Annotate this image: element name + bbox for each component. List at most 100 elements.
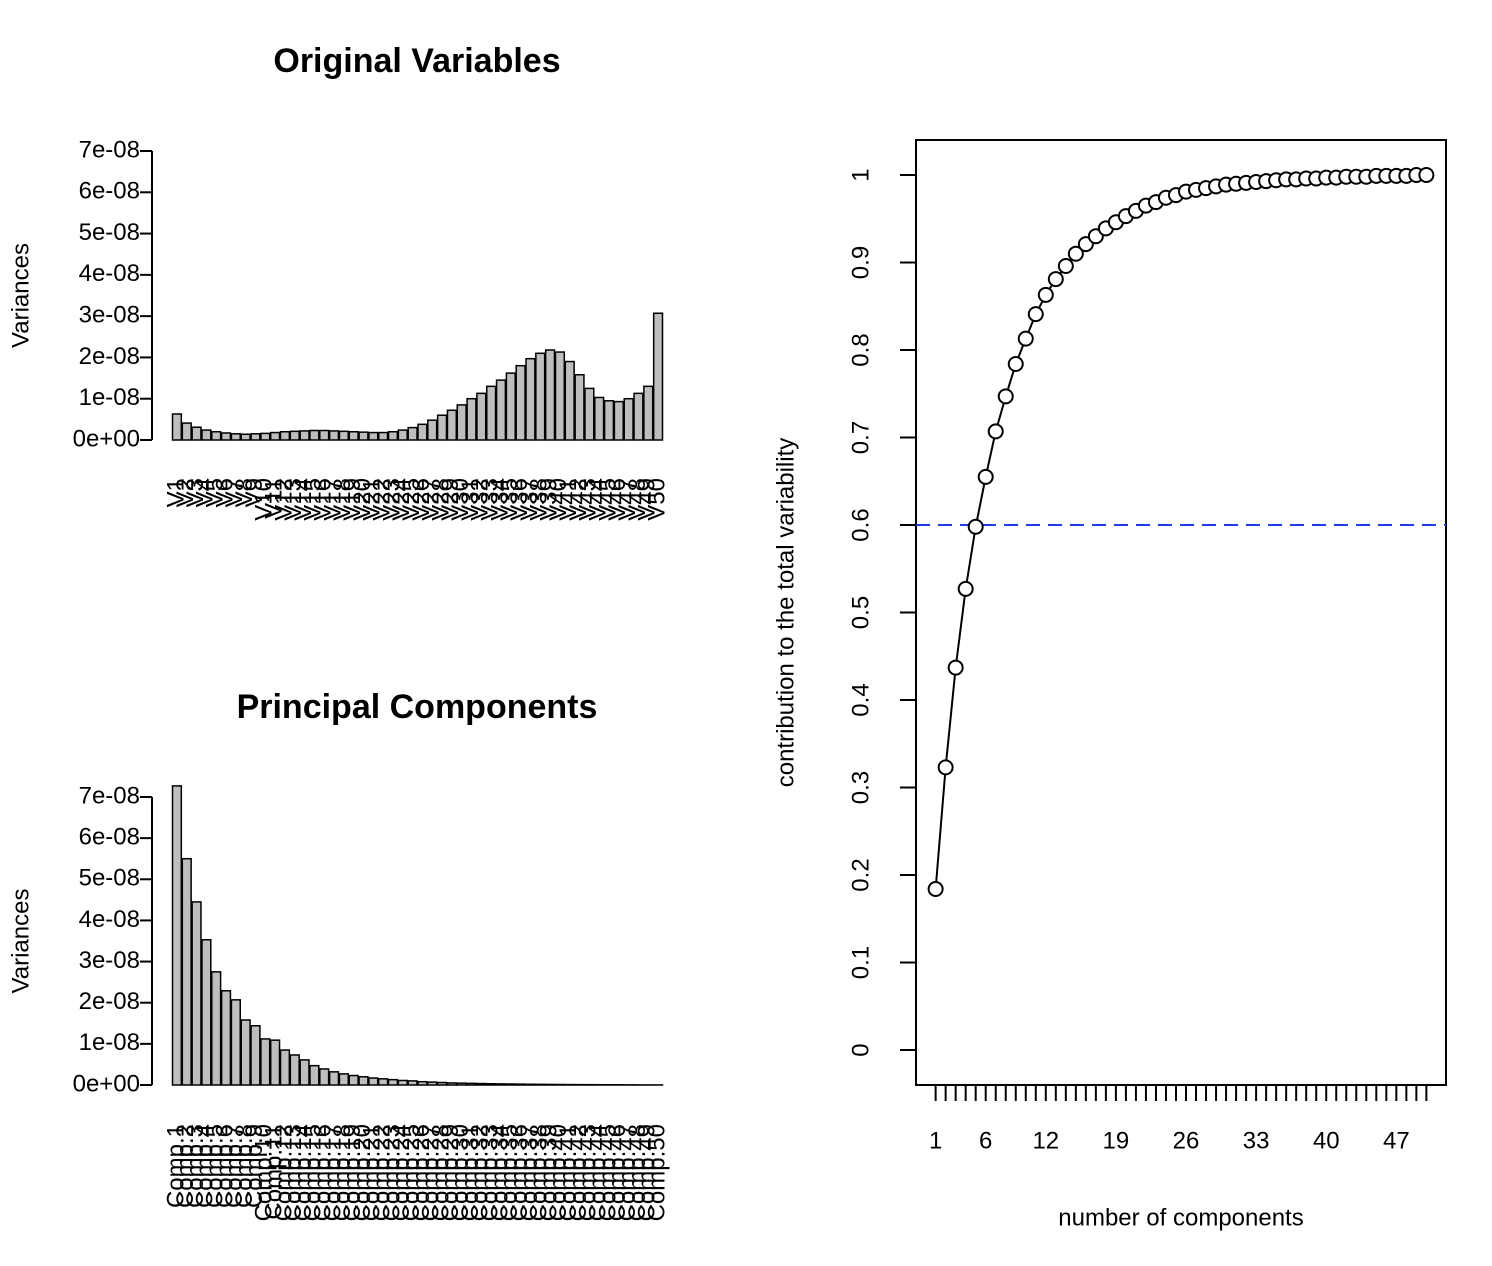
bar xyxy=(446,409,458,441)
bar xyxy=(427,1081,438,1086)
x-tick-label: Comp.8 xyxy=(231,1124,258,1208)
x-tick-label: V50 xyxy=(643,478,670,521)
bar xyxy=(377,431,389,441)
line xyxy=(934,174,1427,890)
bar xyxy=(240,433,251,441)
x-tick-label: Comp.45 xyxy=(594,1124,621,1221)
bar xyxy=(220,990,232,1086)
x-tick-label: V8 xyxy=(231,478,258,507)
x-tick-label: 1 xyxy=(929,1127,942,1154)
x-tick-label: V28 xyxy=(427,478,454,521)
y-tick-label: 1e-08 xyxy=(79,384,140,411)
x-tick-label: V42 xyxy=(565,478,592,521)
bar xyxy=(633,392,644,441)
bar xyxy=(387,430,399,441)
bar xyxy=(358,1076,369,1086)
x-tick-label: 6 xyxy=(979,1127,992,1154)
x-tick-label: V15 xyxy=(300,478,327,521)
x-tick-label: V2 xyxy=(172,478,199,507)
point xyxy=(927,881,944,897)
point xyxy=(1037,286,1054,303)
x-tick-label: Comp.5 xyxy=(202,1124,229,1208)
x-tick-label: Comp.42 xyxy=(565,1124,592,1221)
y-tick-label: 6e-08 xyxy=(79,823,140,850)
x-tick-label: V9 xyxy=(241,478,268,507)
y-tick-label: 5e-08 xyxy=(79,865,140,892)
bar xyxy=(269,431,281,441)
x-tick-label: V48 xyxy=(624,478,651,521)
bar xyxy=(417,1080,428,1086)
x-tick-label: Comp.13 xyxy=(280,1124,307,1221)
x-tick-label: V30 xyxy=(447,478,474,521)
x-tick-label: V13 xyxy=(280,478,307,521)
y-tick-label: 7e-08 xyxy=(79,782,140,809)
bar xyxy=(309,429,320,441)
x-tick-label: 47 xyxy=(1383,1127,1410,1154)
bar xyxy=(544,349,556,441)
point xyxy=(937,759,954,776)
point xyxy=(957,580,974,597)
y-axis-label: contribution to the total variability xyxy=(772,438,799,788)
bar xyxy=(387,1078,399,1086)
x-tick-label: Comp.36 xyxy=(506,1124,533,1221)
y-tick-label: 0.8 xyxy=(847,333,874,366)
bar xyxy=(348,430,359,441)
y-axis-label: Variances xyxy=(7,889,34,994)
x-tick-label: Comp.43 xyxy=(575,1124,602,1221)
y-tick-label: 0.5 xyxy=(847,596,874,629)
bar xyxy=(220,432,232,441)
bar xyxy=(397,1079,408,1086)
point xyxy=(987,423,1004,440)
bar xyxy=(554,351,566,441)
x-tick-label: V37 xyxy=(516,478,543,521)
bar xyxy=(427,419,438,441)
x-tick-label: V18 xyxy=(329,478,356,521)
y-tick-label: 0.3 xyxy=(847,771,874,804)
y-tick-label: 4e-08 xyxy=(79,906,140,933)
y-tick-label: 0.6 xyxy=(847,508,874,541)
x-tick-label: V20 xyxy=(349,478,376,521)
y-tick-label: 2e-08 xyxy=(79,988,140,1015)
x-tick-label: V36 xyxy=(506,478,533,521)
y-tick-label: 1e-08 xyxy=(79,1029,140,1056)
bar xyxy=(476,1082,487,1086)
y-tick-label: 5e-08 xyxy=(79,219,140,246)
x-tick-label: V29 xyxy=(437,478,464,521)
x-tick-label: V27 xyxy=(418,478,445,521)
bar xyxy=(309,1064,320,1086)
point xyxy=(967,518,984,535)
x-tick-label: V17 xyxy=(319,478,346,521)
x-tick-label: Comp.41 xyxy=(555,1124,582,1221)
bar xyxy=(299,1059,310,1086)
bar xyxy=(240,1019,251,1086)
bar xyxy=(485,1083,497,1086)
bar xyxy=(201,939,212,1086)
bar xyxy=(643,385,654,441)
x-tick-label: V7 xyxy=(221,478,248,507)
x-tick-label: Comp.16 xyxy=(310,1124,337,1221)
x-tick-label: Comp.35 xyxy=(496,1124,523,1221)
x-tick-label: V19 xyxy=(339,478,366,521)
x-tick-label: Comp.46 xyxy=(604,1124,631,1221)
x-tick-label: V3 xyxy=(182,478,209,507)
x-tick-label: Comp.27 xyxy=(418,1124,445,1221)
x-tick-label: V32 xyxy=(467,478,494,521)
x-tick-label: V35 xyxy=(496,478,523,521)
bar xyxy=(377,1078,389,1086)
bar xyxy=(368,1077,379,1086)
x-tick-label: Comp.12 xyxy=(270,1124,297,1221)
point xyxy=(1067,245,1084,262)
x-tick-label: V49 xyxy=(634,478,661,521)
x-tick-label: V11 xyxy=(260,478,287,519)
bar xyxy=(613,400,624,441)
x-tick-label: Comp.48 xyxy=(624,1124,651,1221)
bar xyxy=(338,430,350,441)
bar xyxy=(319,429,330,441)
x-tick-label: Comp.18 xyxy=(329,1124,356,1221)
bar xyxy=(289,430,300,441)
y-tick-label: 3e-08 xyxy=(79,301,140,328)
x-tick-label: Comp.37 xyxy=(516,1124,543,1221)
bar xyxy=(279,430,291,441)
x-tick-label: V10 xyxy=(251,478,278,521)
